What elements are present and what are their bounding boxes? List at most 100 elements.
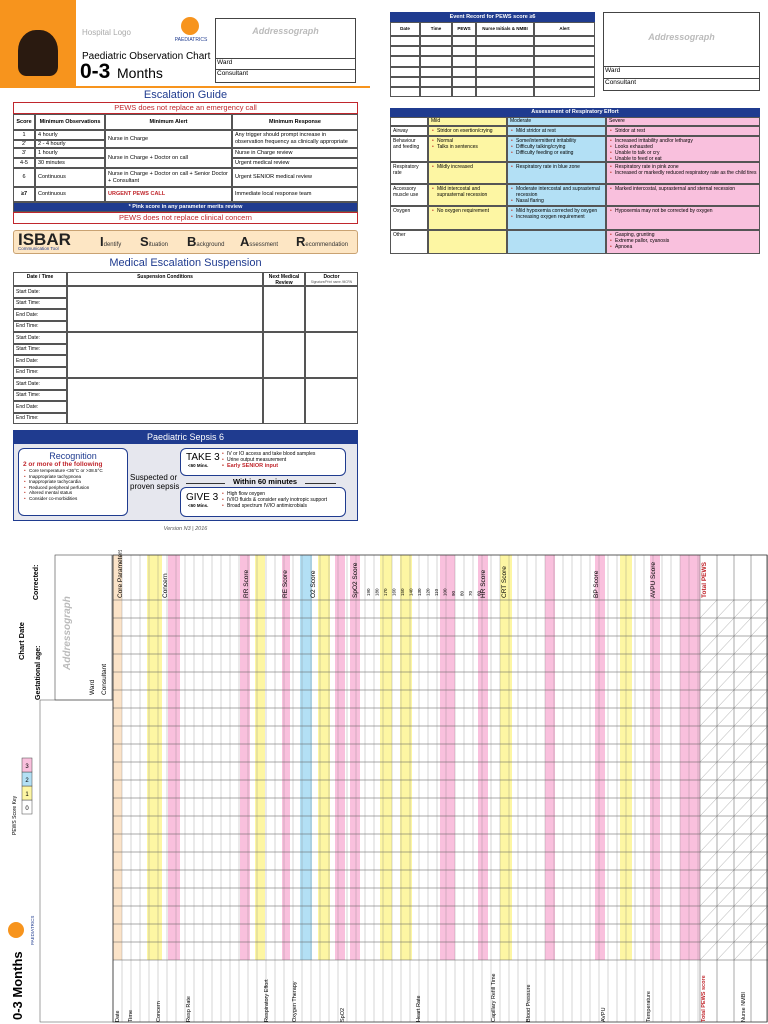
band	[500, 555, 512, 960]
resp-label: Accessory muscle use	[390, 184, 428, 206]
event-cell	[476, 76, 534, 87]
hatch	[750, 707, 768, 727]
observation: 4 hourly	[35, 130, 105, 140]
hatch	[699, 779, 718, 799]
event-cell	[420, 76, 452, 87]
consultant: Consultant	[215, 69, 356, 81]
column-header: O2 Score	[310, 570, 317, 598]
resp-label: Airway	[390, 126, 428, 136]
hatch	[750, 815, 768, 835]
band	[300, 555, 312, 960]
key-value: 3	[25, 764, 29, 770]
band	[545, 555, 555, 960]
resp-cell: Mildly increased	[428, 162, 507, 184]
score: 1	[13, 130, 35, 140]
hatch	[750, 761, 768, 781]
take-title: TAKE 3	[186, 452, 220, 463]
score: 4-5	[13, 158, 35, 168]
hatch	[733, 815, 752, 835]
resp-item: Unable to talk or cry	[609, 150, 757, 156]
hatch	[716, 743, 735, 763]
corrected: Corrected:	[33, 565, 40, 600]
hatch	[733, 941, 752, 961]
hatch	[699, 761, 718, 781]
band	[255, 555, 265, 960]
hatch	[716, 905, 735, 925]
hatch	[699, 833, 718, 853]
take-list: IV or IO access and take blood samplesUr…	[221, 451, 345, 475]
hatch	[699, 617, 718, 637]
hatch	[733, 797, 752, 817]
resp-cell: Gasping, gruntingExtreme pallor, cyanosi…	[606, 230, 760, 254]
band	[350, 555, 360, 960]
row-label: Time	[128, 1010, 134, 1022]
recognition-item: Altered mental status	[23, 490, 123, 496]
score: 2'	[13, 140, 35, 148]
resp-cell: Marked intercostal, suprasternal and ste…	[606, 184, 760, 206]
event-cell	[476, 66, 534, 77]
hatch	[733, 725, 752, 745]
event-cell	[420, 87, 452, 98]
paediatrics-label: PAEDIATRICS	[174, 37, 208, 43]
event-cell	[390, 36, 420, 47]
resp-item: Difficulty feeding or eating	[510, 150, 603, 156]
hr-tick: 70	[468, 590, 473, 596]
suspension-cell	[263, 378, 305, 424]
isbar-title: ISBAR	[18, 230, 71, 249]
addressograph: Addressograph	[252, 26, 319, 36]
hatch	[716, 617, 735, 637]
suspension-date: End Time:	[13, 366, 67, 378]
event-cell	[534, 87, 595, 98]
hatch	[733, 779, 752, 799]
suspension-date: Start Date:	[13, 286, 67, 298]
isbar-subtitle: Communication Tool	[18, 246, 59, 251]
suspension-date: Start Date:	[13, 332, 67, 344]
hatch	[733, 635, 752, 655]
recognition-title: Recognition	[49, 451, 97, 461]
row-label: Temperature	[646, 991, 652, 1022]
chart-consultant: Consultant	[101, 664, 108, 695]
take-item: IV or IO access and take blood samples	[221, 451, 345, 457]
suspension-date: End Date:	[13, 355, 67, 367]
consultant2: Consultant	[603, 78, 760, 91]
resp-item: Talks in sentences	[431, 144, 504, 150]
hatch	[750, 941, 768, 961]
resp-item: Extreme pallor, cyanosis	[609, 238, 757, 244]
resp-cell	[428, 230, 507, 254]
hatch	[716, 941, 735, 961]
hatch	[750, 923, 768, 943]
resp-item: Increased or markedly reduced respirator…	[609, 170, 757, 176]
suspension-header: Suspension Conditions	[67, 272, 263, 286]
hatch	[750, 653, 768, 673]
escalation-header: Minimum Alert	[105, 114, 232, 130]
band	[282, 555, 290, 960]
hatch	[716, 779, 735, 799]
band	[380, 555, 392, 960]
alert: Nurse in Charge	[105, 130, 232, 148]
ward: Ward	[215, 58, 356, 69]
hatch	[750, 617, 768, 637]
resp-cell: Respiratory rate in pink zoneIncreased o…	[606, 162, 760, 184]
hatch	[750, 779, 768, 799]
hatch	[733, 869, 752, 889]
hatch	[733, 851, 752, 871]
resp-item: No oxygen requirement	[431, 208, 504, 214]
event-cell	[452, 66, 476, 77]
isbar-item: Recommendation	[296, 234, 349, 249]
band	[595, 555, 605, 960]
event-cell	[452, 87, 476, 98]
resp-cell: Some/intermittent irritabilityDifficulty…	[507, 136, 606, 162]
within: Within 60 minutes	[225, 477, 305, 488]
row-label: Oxygen Therapy	[292, 981, 298, 1022]
band	[650, 555, 660, 960]
escalation-clinical: PEWS does not replace clinical concern	[13, 212, 358, 224]
event-cell	[452, 46, 476, 57]
recognition-item: Reduced peripheral perfusion	[23, 485, 123, 491]
resp-corner	[390, 117, 428, 126]
hatch	[716, 599, 735, 619]
column-header: BP Score	[593, 570, 600, 598]
suspected: Suspected or proven sepsis	[130, 473, 180, 491]
hr-tick: 180	[375, 588, 380, 596]
event-cell	[390, 56, 420, 67]
hatch	[699, 815, 718, 835]
